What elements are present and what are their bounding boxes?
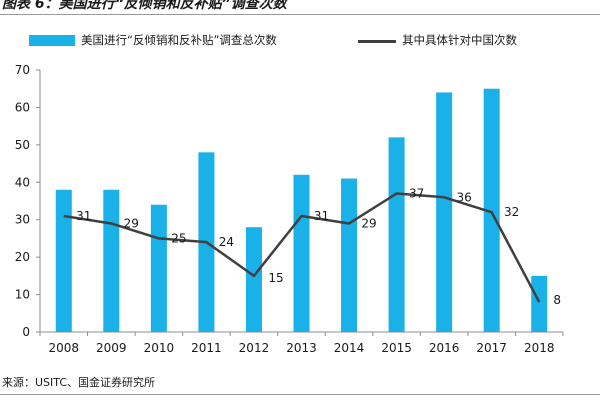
y-tick-label: 10 (15, 288, 30, 302)
legend-bar-swatch (29, 35, 75, 46)
top-rule (0, 14, 600, 15)
y-tick-label: 0 (22, 325, 30, 339)
x-tick-label: 2010 (144, 341, 175, 355)
bar (293, 174, 310, 332)
y-tick-label: 40 (15, 175, 30, 189)
line-data-label: 25 (171, 231, 186, 245)
y-tick-label: 20 (15, 250, 30, 264)
bar (55, 189, 72, 332)
line-data-label: 37 (409, 187, 424, 201)
y-tick-label: 50 (15, 138, 30, 152)
bar (150, 204, 167, 332)
line-data-label: 31 (314, 209, 329, 223)
legend-line-label: 其中具体针对中国次数 (402, 33, 517, 47)
bar (388, 137, 405, 332)
line-data-label: 24 (219, 235, 234, 249)
y-tick-label: 60 (15, 100, 30, 114)
legend-line-swatch (358, 40, 396, 43)
line-data-label: 31 (76, 209, 91, 223)
y-tick-label: 70 (15, 63, 30, 77)
figure-title: 图表 6：美国进行“反倾销和反补贴”调查次数 (2, 0, 287, 12)
line-data-label: 15 (268, 271, 283, 285)
x-tick-label: 2014 (334, 341, 365, 355)
line-data-label: 32 (504, 205, 519, 219)
line-data-label: 29 (361, 216, 376, 230)
bar (436, 92, 453, 332)
x-tick-label: 2008 (48, 341, 79, 355)
x-tick-label: 2012 (239, 341, 270, 355)
x-tick-label: 2015 (381, 341, 412, 355)
legend-bar-label: 美国进行“反倾销和反补贴”调查总次数 (81, 33, 277, 47)
x-tick-label: 2018 (524, 341, 555, 355)
line-data-label: 29 (124, 216, 139, 230)
chart-legend: 美国进行“反倾销和反补贴”调查总次数 其中具体针对中国次数 (0, 32, 600, 48)
y-tick-label: 30 (15, 213, 30, 227)
x-tick-label: 2017 (476, 341, 507, 355)
series-line (63, 192, 541, 303)
bottom-rule (0, 394, 600, 395)
source-note: 来源：USITC、国金证券研究所 (2, 376, 156, 389)
x-tick-label: 2011 (191, 341, 222, 355)
line-data-label: 36 (456, 190, 471, 204)
x-tick-label: 2013 (286, 341, 317, 355)
bar (341, 178, 358, 332)
x-tick-label: 2009 (96, 341, 127, 355)
bar (531, 275, 548, 332)
bar (483, 88, 500, 332)
bar (245, 227, 262, 332)
x-tick-label: 2016 (429, 341, 460, 355)
bar (103, 189, 120, 332)
line-data-label: 8 (553, 293, 561, 307)
